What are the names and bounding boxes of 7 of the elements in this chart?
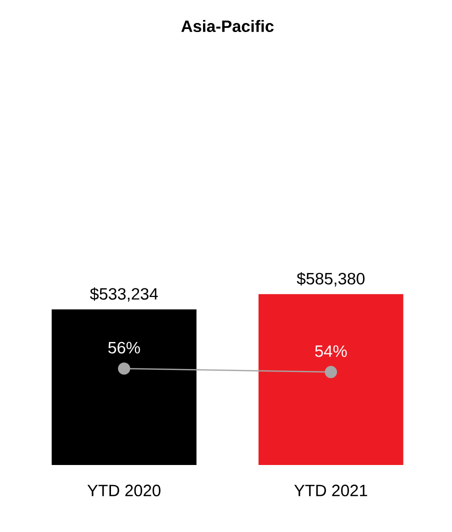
data-label: $585,380	[296, 272, 365, 286]
x-tick-label: YTD 2020	[87, 484, 160, 496]
data-label: $533,234	[90, 287, 158, 302]
x-tick-label: YTD 2021	[294, 484, 368, 496]
data-label: 54%	[315, 345, 347, 357]
chart-title: Asia-Pacific	[181, 20, 274, 32]
data-label: 56%	[108, 342, 140, 354]
